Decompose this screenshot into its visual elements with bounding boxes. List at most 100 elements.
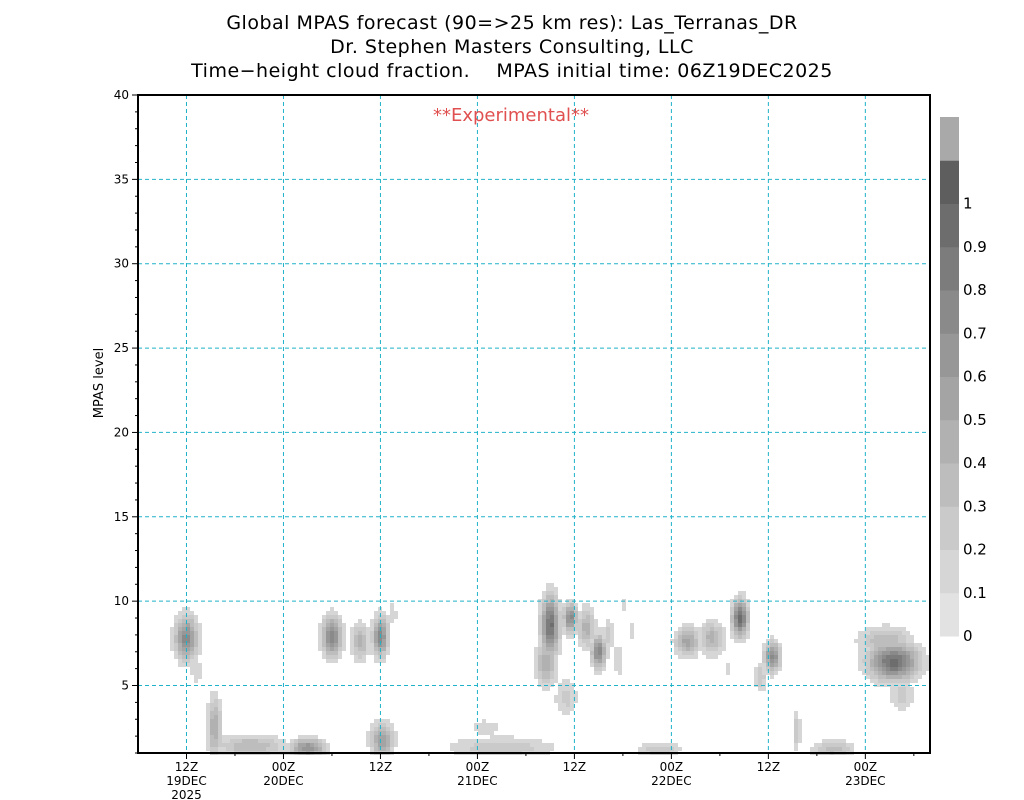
cloud-cell	[266, 735, 270, 739]
cloud-cell	[354, 643, 358, 647]
cloud-cell	[478, 723, 482, 727]
cloud-cell	[818, 743, 822, 747]
cloud-cell	[562, 619, 566, 623]
cloud-cell	[550, 615, 554, 619]
cloud-cell	[894, 703, 898, 707]
cloud-cell	[354, 635, 358, 639]
cloud-cell	[190, 639, 194, 643]
cloud-cell	[234, 747, 238, 751]
cloud-cell	[186, 623, 190, 627]
cloud-cell	[498, 735, 502, 739]
cloud-cell	[770, 675, 774, 679]
cloud-cell	[858, 651, 862, 655]
cloud-cell	[542, 595, 546, 599]
cloud-cell	[330, 611, 334, 615]
cloud-cell	[562, 687, 566, 691]
cloud-cell	[554, 623, 558, 627]
cloud-cell	[606, 635, 610, 639]
cloud-cell	[546, 679, 550, 683]
cloud-cell	[382, 619, 386, 623]
cloud-cell	[498, 743, 502, 747]
cloud-cell	[322, 739, 326, 743]
cloud-cell	[182, 611, 186, 615]
cloud-cell	[370, 727, 374, 731]
cloud-cell	[386, 619, 390, 623]
cloud-cell	[586, 615, 590, 619]
cloud-cell	[578, 631, 582, 635]
cloud-cell	[186, 639, 190, 643]
cloud-cell	[322, 655, 326, 659]
cloud-cell	[718, 623, 722, 627]
cloud-cell	[690, 643, 694, 647]
cloud-cell	[650, 747, 654, 751]
cloud-cell	[486, 727, 490, 731]
cloud-cell	[338, 623, 342, 627]
cloud-cell	[890, 655, 894, 659]
cloud-cell	[374, 739, 378, 743]
cloud-cell	[882, 663, 886, 667]
cloud-cell	[734, 615, 738, 619]
cloud-cell	[554, 643, 558, 647]
cloud-cell	[246, 739, 250, 743]
cloud-cell	[458, 747, 462, 751]
cloud-cell	[206, 723, 210, 727]
cloud-cell	[178, 635, 182, 639]
cloud-cell	[906, 663, 910, 667]
cloud-cell	[674, 643, 678, 647]
cloud-cell	[310, 747, 314, 751]
cloud-cell	[710, 651, 714, 655]
x-tick-label: 22DEC	[651, 774, 691, 788]
cloud-cell	[574, 699, 578, 703]
cloud-cell	[182, 639, 186, 643]
cloud-cell	[698, 639, 702, 643]
cloud-cell	[746, 603, 750, 607]
cloud-cell	[338, 619, 342, 623]
cloud-cell	[866, 651, 870, 655]
cloud-cell	[366, 647, 370, 651]
cloud-cell	[898, 627, 902, 631]
cloud-cell	[890, 631, 894, 635]
y-tick-label: 35	[114, 172, 129, 186]
cloud-cell	[914, 679, 918, 683]
cloud-cell	[898, 655, 902, 659]
cloud-cell	[538, 655, 542, 659]
cloud-cell	[218, 735, 222, 739]
cloud-cell	[478, 743, 482, 747]
cloud-cell	[562, 711, 566, 715]
cloud-cell	[482, 723, 486, 727]
cloud-cell	[858, 635, 862, 639]
cloud-cell	[350, 639, 354, 643]
cloud-cell	[882, 655, 886, 659]
cloud-cell	[702, 627, 706, 631]
cloud-cell	[490, 739, 494, 743]
cloud-cell	[178, 623, 182, 627]
cloud-cell	[694, 647, 698, 651]
cloud-cell	[366, 739, 370, 743]
cloud-cell	[858, 643, 862, 647]
cloud-cell	[554, 651, 558, 655]
cloud-cell	[342, 631, 346, 635]
cloud-cell	[482, 719, 486, 723]
cloud-cell	[198, 671, 202, 675]
cloud-cell	[894, 651, 898, 655]
cloud-cell	[618, 659, 622, 663]
cloud-cell	[538, 675, 542, 679]
cloud-cell	[886, 683, 890, 687]
cloud-cell	[270, 739, 274, 743]
cloud-cell	[334, 623, 338, 627]
cloud-cell	[230, 747, 234, 751]
cloud-cell	[586, 607, 590, 611]
cloud-cell	[294, 743, 298, 747]
cloud-cell	[194, 679, 198, 683]
cloud-cell	[694, 651, 698, 655]
cloud-cell	[870, 671, 874, 675]
cloud-cell	[734, 619, 738, 623]
cloud-cell	[598, 647, 602, 651]
cloud-cell	[186, 655, 190, 659]
cloud-cell	[546, 591, 550, 595]
y-tick-label: 25	[114, 341, 129, 355]
cloud-cell	[350, 635, 354, 639]
cloud-cell	[774, 659, 778, 663]
cloud-cell	[594, 667, 598, 671]
cloud-cell	[666, 743, 670, 747]
